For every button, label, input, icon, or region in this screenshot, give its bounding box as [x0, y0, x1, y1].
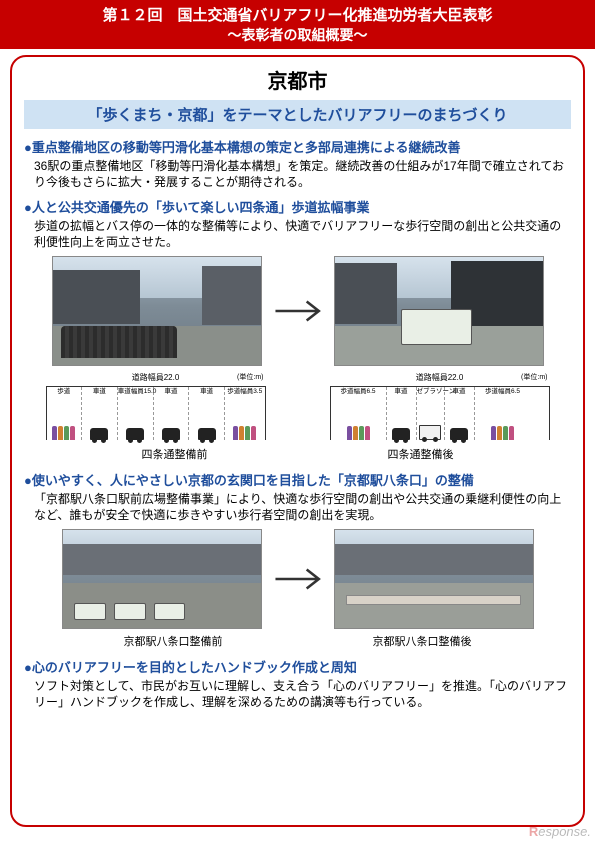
watermark-lead: R: [529, 824, 538, 839]
section4-body: ソフト対策として、市民がお互いに理解し、支え合う「心のバリアフリー」を推進。「心…: [34, 678, 571, 710]
lane-label: 車道幅員15.0: [118, 387, 153, 395]
lane-label: 歩道幅員6.5: [331, 387, 386, 395]
lane: 車道: [154, 387, 190, 440]
lane: 車道幅員15.0: [118, 387, 154, 440]
lane: 歩道: [47, 387, 83, 440]
road-unit-before: (単位:m): [237, 372, 263, 382]
lane: ゼブラゾーン: [417, 387, 445, 440]
shijo-captions: 四条通整備前 四条通整備後: [24, 446, 571, 462]
lane-icons: [82, 428, 117, 440]
shijo-before-diagram: 道路幅員22.0 (単位:m) 歩道車道車道幅員15.0車道車道歩道幅員3.5: [46, 372, 266, 442]
road-unit-after: (単位:m): [521, 372, 547, 382]
lane-label: 車道: [154, 387, 189, 395]
shijo-after-caption: 四条通整備後: [388, 446, 454, 462]
lane-icons: [47, 426, 82, 440]
hachijo-photo-row: [24, 529, 571, 629]
lane: 車道: [82, 387, 118, 440]
content-frame: 京都市 「歩くまち・京都」をテーマとしたバリアフリーのまちづくり ●重点整備地区…: [10, 55, 585, 827]
watermark: Response.: [529, 824, 591, 839]
shijo-before-photo: [52, 256, 262, 366]
section2-body: 歩道の拡幅とバス停の一体的な整備等により、快適でバリアフリーな歩行空間の創出と公…: [34, 218, 571, 250]
lane-label: 車道: [445, 387, 474, 395]
lane-icons: [118, 428, 153, 440]
lane-label: 歩道幅員6.5: [475, 387, 531, 395]
shijo-after-photo: [334, 256, 544, 366]
road-total-before: 道路幅員22.0: [46, 372, 266, 383]
hachijo-before-caption: 京都駅八条口整備前: [124, 633, 223, 649]
hachijo-captions: 京都駅八条口整備前 京都駅八条口整備後: [24, 633, 571, 649]
lane: 歩道幅員6.5: [331, 387, 387, 440]
section4-head: ●心のバリアフリーを目的としたハンドブック作成と周知: [24, 657, 571, 676]
hachijo-after-photo: [334, 529, 534, 629]
lane-icons: [417, 425, 444, 440]
lane-icons: [445, 428, 474, 440]
theme-band: 「歩くまち・京都」をテーマとしたバリアフリーのまちづくり: [24, 100, 571, 129]
shijo-photo-row: [24, 256, 571, 366]
lane-icons: [189, 428, 224, 440]
city-title: 京都市: [24, 65, 571, 94]
watermark-rest: esponse.: [538, 824, 591, 839]
lane-label: ゼブラゾーン: [417, 387, 444, 395]
lane: 車道: [387, 387, 417, 440]
shijo-after-diagram: 道路幅員22.0 (単位:m) 歩道幅員6.5車道ゼブラゾーン車道歩道幅員6.5: [330, 372, 550, 442]
lane-label: 歩道幅員3.5: [225, 387, 265, 395]
lane-icons: [387, 428, 416, 440]
header-line2: ～表彰者の取組概要～: [8, 26, 587, 45]
road-total-after: 道路幅員22.0: [330, 372, 550, 383]
lane-icons: [154, 428, 189, 440]
lane-icons: [225, 426, 265, 440]
lane-label: 歩道: [47, 387, 82, 395]
section2-head: ●人と公共交通優先の「歩いて楽しい四条通」歩道拡幅事業: [24, 197, 571, 216]
section3-body: 「京都駅八条口駅前広場整備事業」により、快適な歩行空間の創出や公共交通の乗継利便…: [34, 491, 571, 523]
hachijo-after-caption: 京都駅八条口整備後: [373, 633, 472, 649]
header-band: 第１２回 国土交通省バリアフリー化推進功労者大臣表彰 ～表彰者の取組概要～: [0, 0, 595, 49]
section3-head: ●使いやすく、人にやさしい京都の玄関口を目指した「京都駅八条口」の整備: [24, 470, 571, 489]
section1-body: 36駅の重点整備地区「移動等円滑化基本構想」を策定。継続改善の仕組みが17年間で…: [34, 158, 571, 190]
header-line1: 第１２回 国土交通省バリアフリー化推進功労者大臣表彰: [8, 6, 587, 26]
lane: 歩道幅員6.5: [475, 387, 531, 440]
lane-label: 車道: [82, 387, 117, 395]
arrow-icon: [270, 561, 326, 597]
hachijo-before-photo: [62, 529, 262, 629]
section1-head: ●重点整備地区の移動等円滑化基本構想の策定と多部局連携による継続改善: [24, 137, 571, 156]
lane: 車道: [445, 387, 475, 440]
arrow-icon: [270, 293, 326, 329]
lane-icons: [331, 426, 386, 440]
lane-label: 車道: [387, 387, 416, 395]
lane-icons: [475, 426, 531, 440]
lane-label: 車道: [189, 387, 224, 395]
lane: 歩道幅員3.5: [225, 387, 265, 440]
lane: 車道: [189, 387, 225, 440]
shijo-diagram-row: 道路幅員22.0 (単位:m) 歩道車道車道幅員15.0車道車道歩道幅員3.5 …: [24, 372, 571, 442]
shijo-before-caption: 四条通整備前: [142, 446, 208, 462]
